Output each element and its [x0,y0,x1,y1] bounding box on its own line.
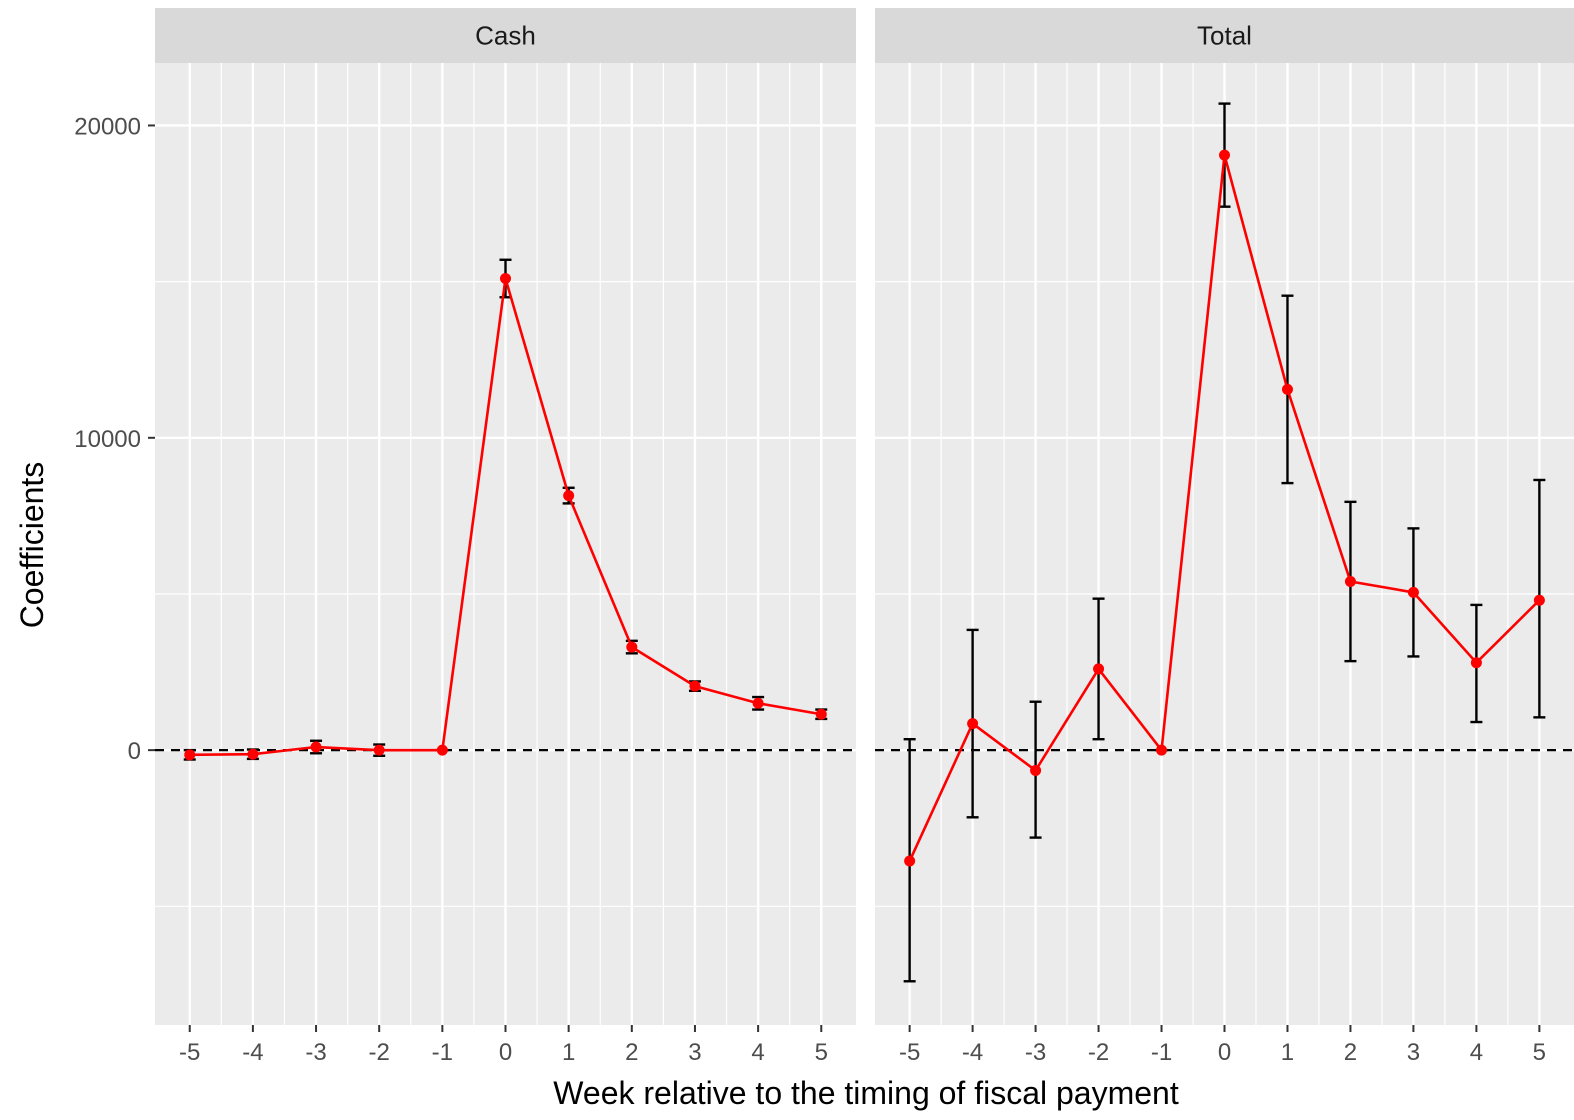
x-tick-label: 0 [1218,1039,1231,1066]
x-axis-title: Week relative to the timing of fiscal pa… [553,1075,1179,1111]
x-tick-label: 5 [1533,1039,1546,1066]
facet-strip [875,8,1574,63]
x-tick-label: 5 [815,1039,828,1066]
y-tick-label: 20000 [74,113,141,140]
data-point [904,855,916,867]
x-tick-label: -5 [179,1039,200,1066]
x-tick-label: -4 [962,1039,983,1066]
facet-strip [155,8,856,63]
data-point [626,641,638,653]
x-tick-label: 4 [1470,1039,1483,1066]
x-tick-label: -2 [369,1039,390,1066]
data-point [1219,149,1230,161]
facet-cash: Cash -5 -4 -3 -2 -1 0 1 2 3 4 5 [155,8,856,1066]
data-point [1030,764,1042,776]
x-tick-label: -3 [305,1039,326,1066]
data-point [184,749,196,761]
data-point [1344,575,1356,587]
x-tick-label: -1 [432,1039,453,1066]
data-point [563,490,575,502]
x-tick-label: -5 [899,1039,920,1066]
data-point [1533,594,1545,606]
x-tick-label: 3 [1407,1039,1420,1066]
data-point [1281,383,1293,395]
facet-strip-label: Total [1197,21,1252,51]
data-point [1156,744,1168,756]
y-axis: 0 10000 20000 [74,113,155,765]
x-tick-label: 3 [688,1039,701,1066]
x-tick-label: -3 [1025,1039,1046,1066]
facet-strip-label: Cash [475,21,536,51]
data-point [1470,657,1482,669]
x-tick-label: -2 [1088,1039,1109,1066]
x-tick-label: 0 [499,1039,512,1066]
y-axis-title: Coefficients [14,462,50,629]
data-point [500,273,511,285]
x-tick-label: 4 [751,1039,764,1066]
y-tick-label: 0 [128,738,141,765]
x-tick-label: -4 [242,1039,263,1066]
data-point [310,741,322,753]
data-point [373,744,385,756]
x-tick-label: 2 [625,1039,638,1066]
facet-total: Total -5 -4 -3 -2 -1 0 1 2 3 4 5 [875,8,1574,1066]
facet-panels: Cash -5 -4 -3 -2 -1 0 1 2 3 4 5 Total -5 -4 -3 -2 -1 0 1 2 3 4… [155,8,1574,1066]
data-point [967,718,979,730]
data-point [689,680,701,692]
data-point [1407,586,1419,598]
data-point [247,748,259,760]
data-point [815,708,827,720]
x-tick-label: -1 [1151,1039,1172,1066]
data-point [752,697,764,709]
y-tick-label: 10000 [74,426,141,453]
x-tick-label: 1 [562,1039,575,1066]
x-tick-label: 1 [1281,1039,1294,1066]
data-point [1093,663,1105,675]
x-tick-label: 2 [1344,1039,1357,1066]
data-point [436,744,448,756]
